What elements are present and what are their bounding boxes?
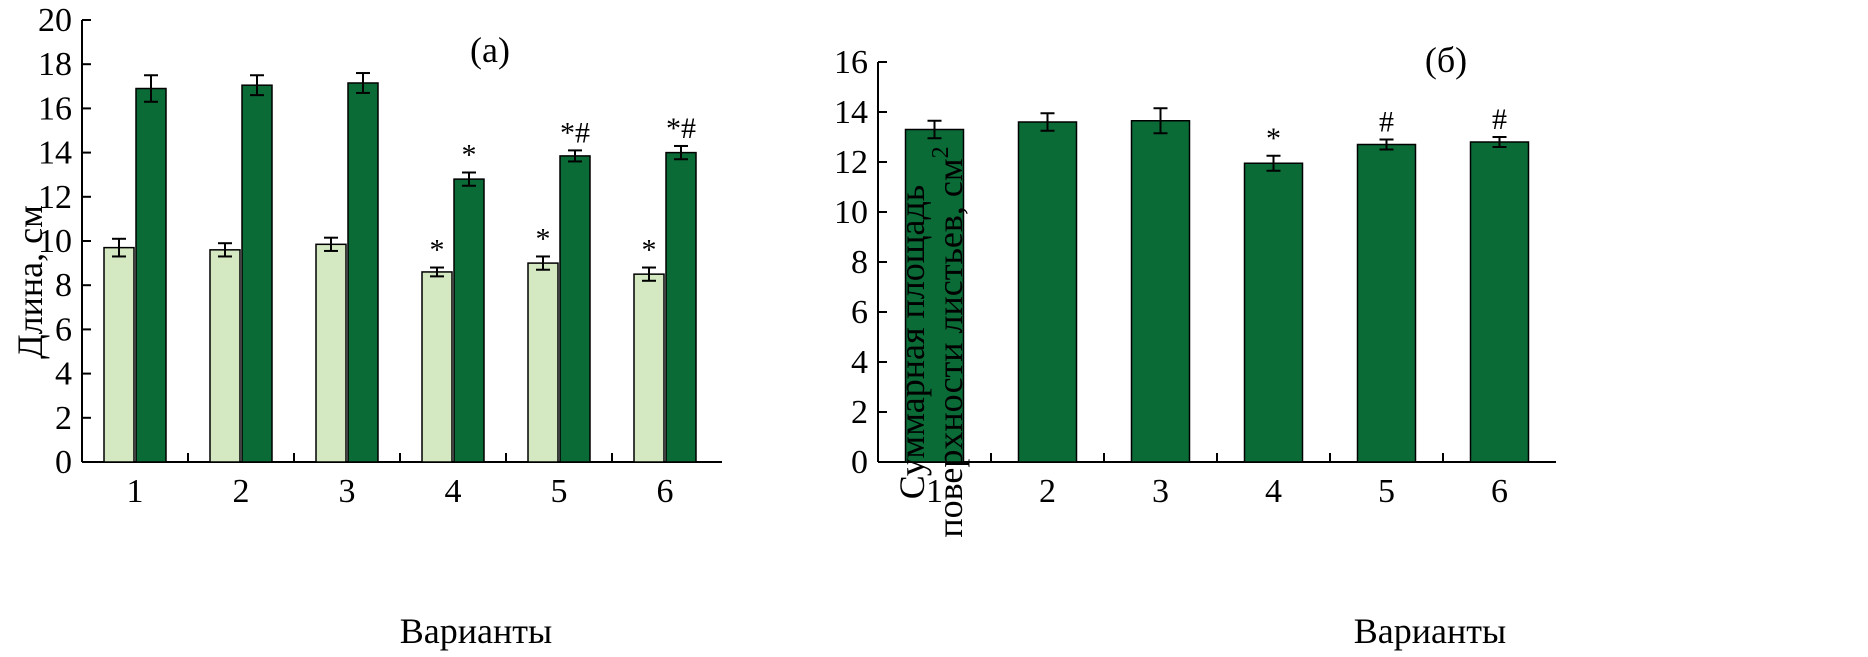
y-tick-label-a-12: 12: [38, 179, 72, 216]
y-tick-label-a-20: 20: [38, 2, 72, 39]
y-tick-label-a-16: 16: [38, 90, 72, 127]
bar-a-s1-4: [453, 178, 485, 463]
y-tick-label-b-8: 8: [851, 244, 868, 281]
x-axis-title-b: Варианты: [1354, 611, 1506, 651]
y-tick-label-a-10: 10: [38, 223, 72, 260]
y-tick-label-b-16: 16: [834, 44, 868, 81]
bar-a-s1-6: [665, 151, 697, 463]
significance-mark-a-s1-6: *#: [666, 112, 696, 145]
y-tick-label-b-4: 4: [851, 344, 868, 381]
bar-a-s1-5: [559, 155, 591, 463]
y-tick-label-b-14: 14: [834, 94, 868, 131]
panel-label-a: (а): [470, 30, 510, 70]
y-tick-label-a-0: 0: [55, 444, 72, 481]
y-tick-label-a-4: 4: [55, 356, 72, 393]
bar-a-s1-3: [347, 82, 379, 463]
significance-mark-b-s0-5: #: [1379, 106, 1394, 139]
x-tick-label-b-1: 1: [926, 473, 943, 510]
bar-b-s0-6: [1469, 141, 1530, 463]
y-tick-label-b-10: 10: [834, 194, 868, 231]
x-axis-title-a: Варианты: [400, 611, 552, 651]
significance-mark-a-s1-5: *#: [560, 116, 590, 149]
x-tick-label-b-6: 6: [1491, 473, 1508, 510]
y-axis-title-b: Суммарная площадь поверхности листьев, с…: [892, 146, 970, 537]
bar-a-s1-1: [135, 87, 167, 463]
bar-b-s0-1: [904, 128, 965, 463]
y-tick-label-a-8: 8: [55, 267, 72, 304]
y-tick-label-b-0: 0: [851, 444, 868, 481]
y-axis-a: 0 2 4 6 8 10 12 14 16 18 20: [38, 2, 91, 481]
bar-b-s0-3: [1130, 120, 1191, 463]
x-tick-label-a-3: 3: [339, 473, 356, 510]
x-tick-label-a-6: 6: [657, 473, 674, 510]
x-tick-label-b-4: 4: [1265, 473, 1282, 510]
bar-b-s0-5: [1356, 143, 1417, 463]
bar-a-s0-4: [421, 271, 453, 463]
x-tick-label-a-5: 5: [551, 473, 568, 510]
x-axis-b: 1 2 3 4 5 6: [878, 453, 1556, 510]
x-tick-label-a-2: 2: [233, 473, 250, 510]
bar-a-s0-2: [209, 249, 241, 463]
significance-mark-a-s0-5: *: [536, 222, 551, 255]
x-axis-a: 1 2 3 4 5 6: [82, 453, 722, 510]
significance-mark-a-s0-4: *: [430, 234, 445, 267]
bar-a-s0-3: [315, 243, 347, 463]
y-axis-title-a: Длина, см: [10, 205, 50, 359]
bar-b-s0-4: [1243, 162, 1304, 463]
bar-a-s0-5: [527, 262, 559, 463]
y-axis-title-b-line1: Суммарная площадь: [892, 185, 932, 499]
x-tick-label-a-4: 4: [445, 473, 462, 510]
x-tick-label-a-1: 1: [127, 473, 144, 510]
y-tick-label-a-18: 18: [38, 46, 72, 83]
significance-mark-a-s0-6: *: [642, 234, 657, 267]
y-tick-label-a-6: 6: [55, 311, 72, 348]
y-axis-title-b-sup: 2: [928, 146, 954, 158]
significance-mark-a-s1-4: *: [462, 138, 477, 171]
y-tick-label-a-2: 2: [55, 400, 72, 437]
y-axis-title-b-line2-main: поверхности листьев, см: [930, 158, 970, 537]
x-tick-label-b-3: 3: [1152, 473, 1169, 510]
bar-a-s0-6: [633, 273, 665, 463]
bar-a-s0-1: [103, 246, 135, 463]
y-tick-label-a-14: 14: [38, 135, 72, 172]
bars-b: * # #: [904, 103, 1530, 463]
y-tick-label-b-2: 2: [851, 394, 868, 431]
bar-b-s0-2: [1017, 121, 1078, 463]
y-tick-label-b-12: 12: [834, 144, 868, 181]
significance-mark-b-s0-4: *: [1266, 122, 1281, 155]
bar-a-s1-2: [241, 84, 273, 463]
bars-a: * * * *# * *#: [103, 72, 697, 463]
panel-label-b: (б): [1425, 40, 1467, 80]
x-tick-label-b-2: 2: [1039, 473, 1056, 510]
significance-mark-b-s0-6: #: [1492, 103, 1507, 136]
x-tick-label-b-5: 5: [1378, 473, 1395, 510]
y-tick-label-b-6: 6: [851, 294, 868, 331]
y-axis-title-b-line2: поверхности листьев, см2: [928, 146, 970, 537]
y-axis-b: 0 2 4 6 8 10 12 14 16: [834, 44, 887, 481]
